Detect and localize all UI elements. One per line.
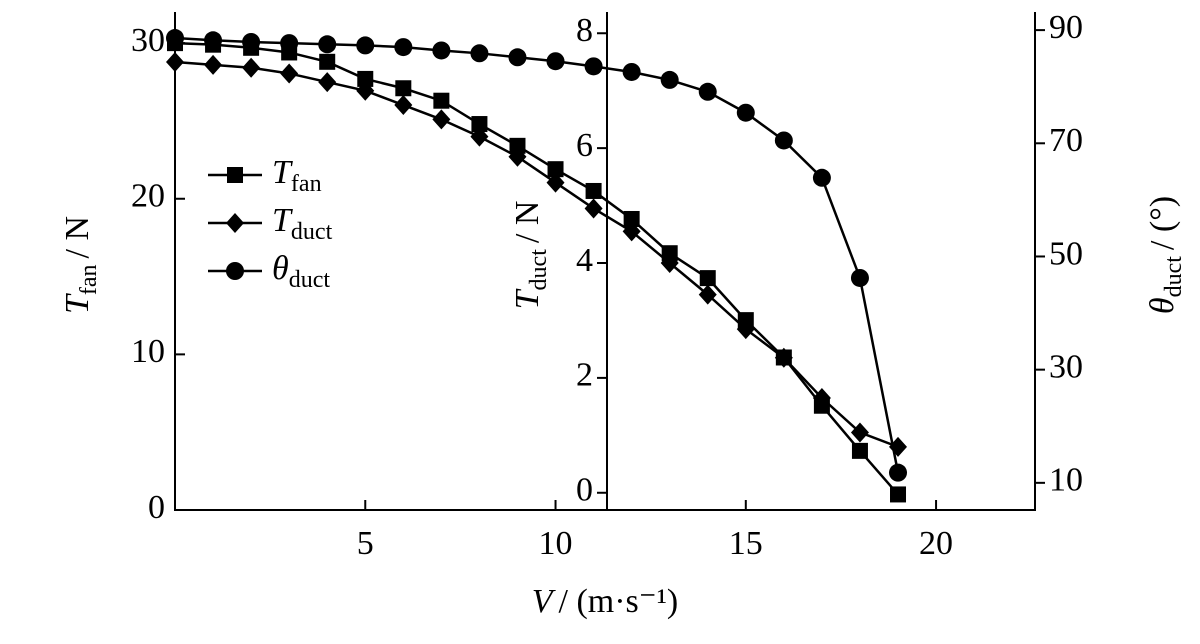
legend-label: Tduct <box>272 202 333 245</box>
square-marker <box>623 210 640 227</box>
square-marker <box>585 182 602 199</box>
circle-marker <box>432 41 451 60</box>
x-axis-label-unit: / (m·s⁻¹) <box>559 583 679 620</box>
circle-marker <box>736 103 755 122</box>
square-marker <box>890 486 907 503</box>
diamond-marker <box>850 422 869 443</box>
y2-axis-label-symbol: T <box>509 288 546 309</box>
diamond-marker <box>318 72 337 93</box>
diamond-marker <box>242 57 261 78</box>
circle-marker <box>470 44 489 63</box>
square-marker <box>395 80 412 97</box>
circle-marker <box>166 29 184 48</box>
legend-marker <box>226 213 244 233</box>
diamond-marker <box>698 284 717 305</box>
y3-tick-label: 90 <box>1049 9 1083 46</box>
x-tick-label: 10 <box>539 525 573 562</box>
y3-tick-label: 30 <box>1049 348 1083 385</box>
circle-marker <box>622 62 641 81</box>
diamond-marker <box>812 387 831 408</box>
square-marker <box>509 137 526 154</box>
legend-subscript: duct <box>289 267 331 293</box>
diamond-marker <box>584 198 603 219</box>
square-marker <box>699 270 716 287</box>
y3-axis-label-subscript: duct <box>1161 256 1187 298</box>
square-marker <box>319 53 336 70</box>
circle-marker <box>356 36 375 55</box>
diamond-marker <box>774 347 793 368</box>
y-axis-label: Tfan / N <box>59 216 102 314</box>
circle-marker <box>698 82 717 101</box>
legend-marker <box>227 167 243 183</box>
y2-axis-label: Tduct / N <box>509 201 552 310</box>
legend-label: θduct <box>272 250 330 293</box>
diamond-marker <box>622 221 641 242</box>
y2-tick-label: 0 <box>576 472 593 509</box>
circle-marker <box>660 70 679 89</box>
diamond-marker <box>280 63 299 84</box>
diamond-marker <box>736 319 755 340</box>
legend-label: Tfan <box>272 154 322 197</box>
y-tick-label: 20 <box>131 178 165 215</box>
x-axis-label-symbol: V <box>532 583 557 620</box>
circle-marker <box>394 38 413 57</box>
legend-marker <box>226 262 244 280</box>
y3-axis-label-symbol: θ <box>1144 297 1181 314</box>
square-marker <box>851 442 868 459</box>
circle-marker <box>546 52 565 71</box>
diamond-marker <box>432 109 451 130</box>
square-marker <box>433 92 450 109</box>
circle-marker <box>774 131 793 150</box>
y-tick-label: 0 <box>148 489 165 526</box>
legend-subscript: duct <box>291 219 333 245</box>
square-marker <box>357 70 374 87</box>
legend-symbol: T <box>272 202 293 239</box>
y-tick-label: 30 <box>131 22 165 59</box>
y2-axis-label-unit: / N <box>509 201 546 244</box>
circle-marker <box>318 35 337 54</box>
x-tick-label: 20 <box>919 525 953 562</box>
diamond-marker <box>508 146 527 167</box>
y3-tick-label: 50 <box>1049 235 1083 272</box>
circle-marker <box>280 34 299 53</box>
y3-tick-label: 10 <box>1049 462 1083 499</box>
diamond-marker <box>356 80 375 101</box>
y3-axis-label: θduct / (°) <box>1144 196 1187 314</box>
x-tick-label: 5 <box>357 525 374 562</box>
legend-symbol: θ <box>272 250 289 287</box>
y3-axis-label-unit: / (°) <box>1144 196 1181 250</box>
diamond-marker <box>166 51 184 72</box>
y-axis-label-symbol: T <box>59 293 96 314</box>
diamond-marker <box>204 54 223 75</box>
y2-tick-label: 6 <box>576 127 593 164</box>
circle-marker <box>812 168 831 187</box>
y2-tick-label: 2 <box>576 357 593 394</box>
y-axis-label-subscript: fan <box>76 264 102 295</box>
circle-marker <box>508 48 527 67</box>
y2-tick-label: 4 <box>576 242 593 279</box>
y3-tick-label: 70 <box>1049 122 1083 159</box>
square-marker <box>471 116 488 133</box>
y2-tick-label: 8 <box>576 12 593 49</box>
diamond-marker <box>470 126 489 147</box>
circle-marker <box>242 32 261 51</box>
circle-marker <box>204 31 223 50</box>
x-axis-label: V / (m·s⁻¹) <box>532 583 679 620</box>
diamond-marker <box>394 95 413 116</box>
diamond-marker <box>546 172 565 193</box>
circle-marker <box>889 463 908 482</box>
legend-symbol: T <box>272 154 293 191</box>
square-marker <box>547 161 564 178</box>
y-tick-label: 10 <box>131 333 165 370</box>
y2-axis-label-subscript: duct <box>526 249 552 291</box>
circle-marker <box>850 268 869 287</box>
legend-subscript: fan <box>291 171 322 197</box>
diamond-marker <box>660 253 679 274</box>
x-tick-label: 15 <box>729 525 763 562</box>
plot-frame <box>174 12 1036 511</box>
circle-marker <box>584 57 603 76</box>
y-axis-label-unit: / N <box>59 216 96 259</box>
